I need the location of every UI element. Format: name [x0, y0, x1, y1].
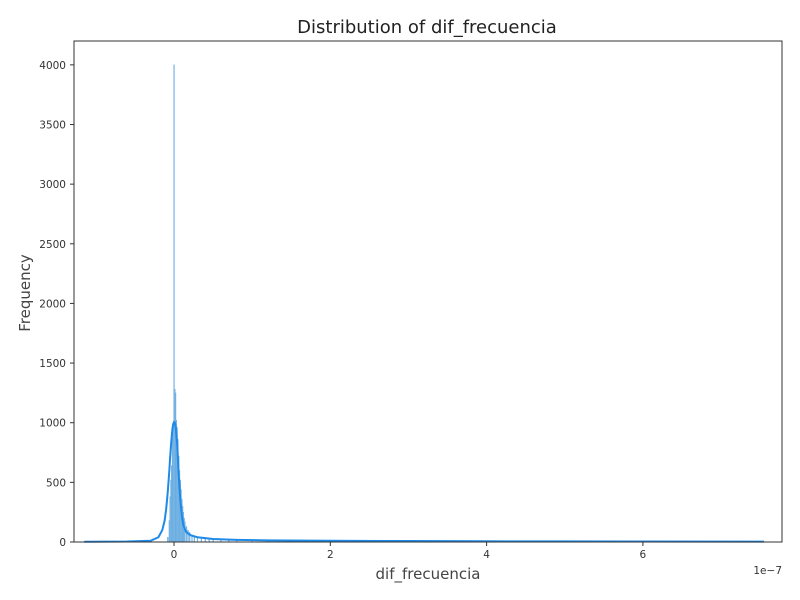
y-tick-label: 0 — [59, 537, 66, 549]
y-axis-ticks: 0 500 1000 1500 2000 2500 3000 3500 4000 — [39, 60, 74, 549]
y-tick-label: 500 — [46, 477, 66, 489]
y-axis-label: Frequency — [16, 254, 34, 332]
y-tick-label: 1000 — [39, 418, 66, 430]
chart-title: Distribution of dif_frecuencia — [297, 17, 557, 38]
histogram-bar — [167, 537, 169, 543]
histogram-bars — [167, 64, 722, 543]
x-axis-label: dif_frecuencia — [376, 565, 481, 584]
plot-frame — [73, 40, 783, 543]
x-tick-label: 6 — [640, 549, 647, 561]
y-tick-label: 1500 — [39, 358, 66, 370]
histogram-bar — [187, 529, 189, 543]
x-tick-label: 4 — [483, 549, 490, 561]
y-tick-label: 3500 — [39, 120, 66, 132]
histogram-bar — [185, 526, 188, 543]
x-offset-label: 1e−7 — [753, 565, 782, 577]
y-tick-label: 2000 — [39, 298, 66, 310]
y-tick-label: 4000 — [39, 60, 66, 72]
y-tick-label: 3000 — [39, 179, 66, 191]
x-tick-label: 0 — [171, 549, 178, 561]
y-tick-label: 2500 — [39, 239, 66, 251]
x-tick-label: 2 — [327, 549, 334, 561]
x-axis-ticks: 0 2 4 6 — [171, 542, 647, 561]
kde-line — [84, 420, 765, 543]
